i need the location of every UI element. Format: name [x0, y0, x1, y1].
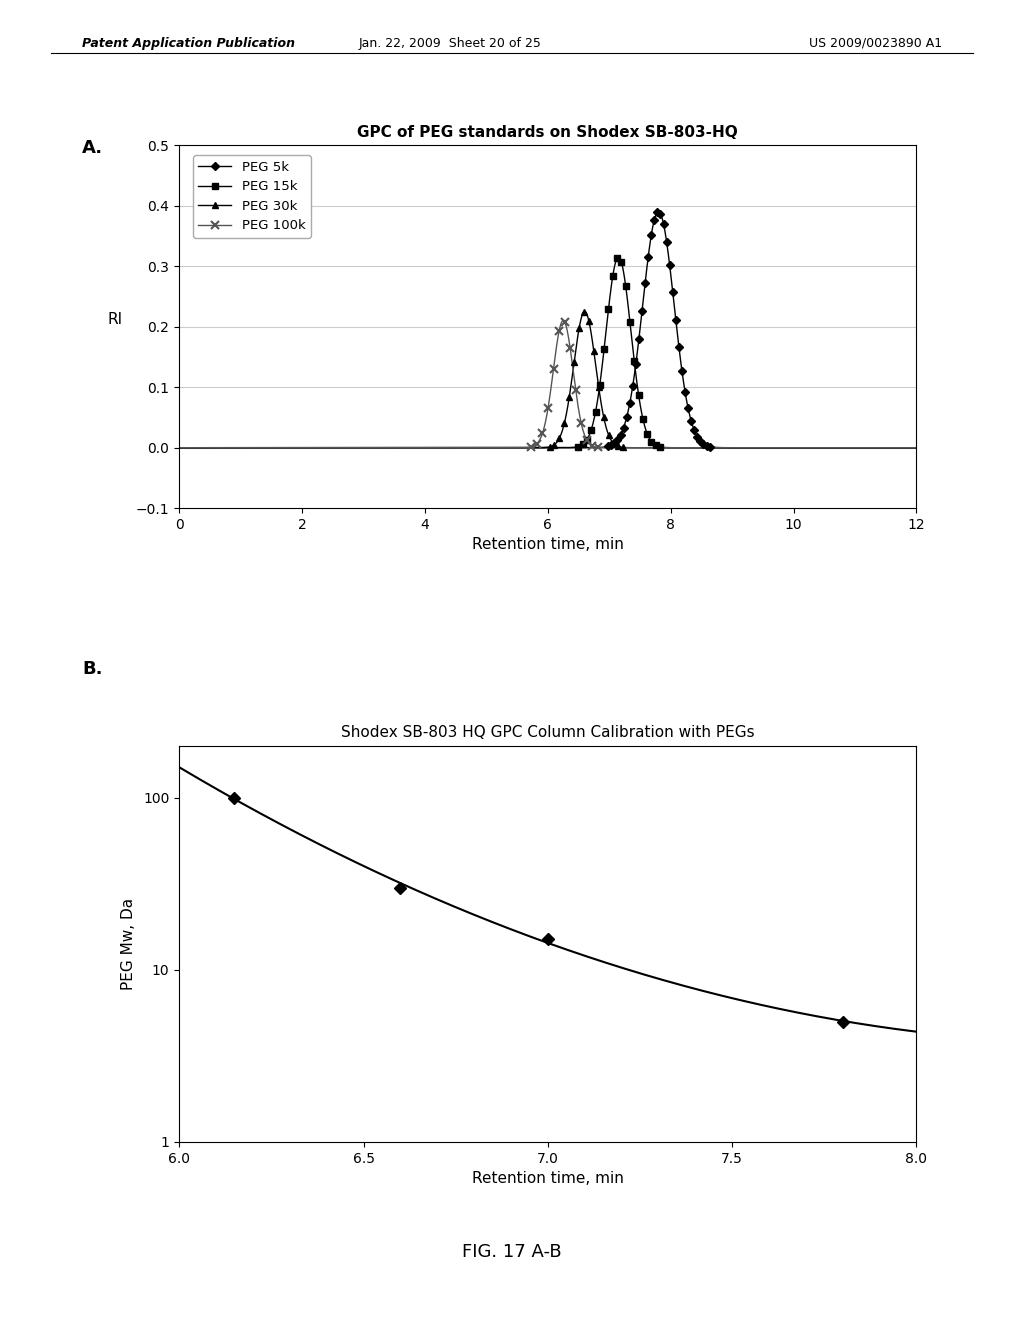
X-axis label: Retention time, min: Retention time, min: [472, 537, 624, 553]
X-axis label: Retention time, min: Retention time, min: [472, 1171, 624, 1187]
Title: GPC of PEG standards on Shodex SB-803-HQ: GPC of PEG standards on Shodex SB-803-HQ: [357, 125, 738, 140]
Text: FIG. 17 A-B: FIG. 17 A-B: [462, 1242, 562, 1261]
Text: B.: B.: [82, 660, 102, 678]
Text: Patent Application Publication: Patent Application Publication: [82, 37, 295, 50]
Legend: PEG 5k, PEG 15k, PEG 30k, PEG 100k: PEG 5k, PEG 15k, PEG 30k, PEG 100k: [194, 156, 311, 238]
Y-axis label: RI: RI: [108, 312, 123, 327]
Y-axis label: PEG Mw, Da: PEG Mw, Da: [121, 898, 136, 990]
Text: Jan. 22, 2009  Sheet 20 of 25: Jan. 22, 2009 Sheet 20 of 25: [359, 37, 542, 50]
Text: US 2009/0023890 A1: US 2009/0023890 A1: [809, 37, 942, 50]
Text: A.: A.: [82, 139, 103, 157]
Title: Shodex SB-803 HQ GPC Column Calibration with PEGs: Shodex SB-803 HQ GPC Column Calibration …: [341, 726, 755, 741]
